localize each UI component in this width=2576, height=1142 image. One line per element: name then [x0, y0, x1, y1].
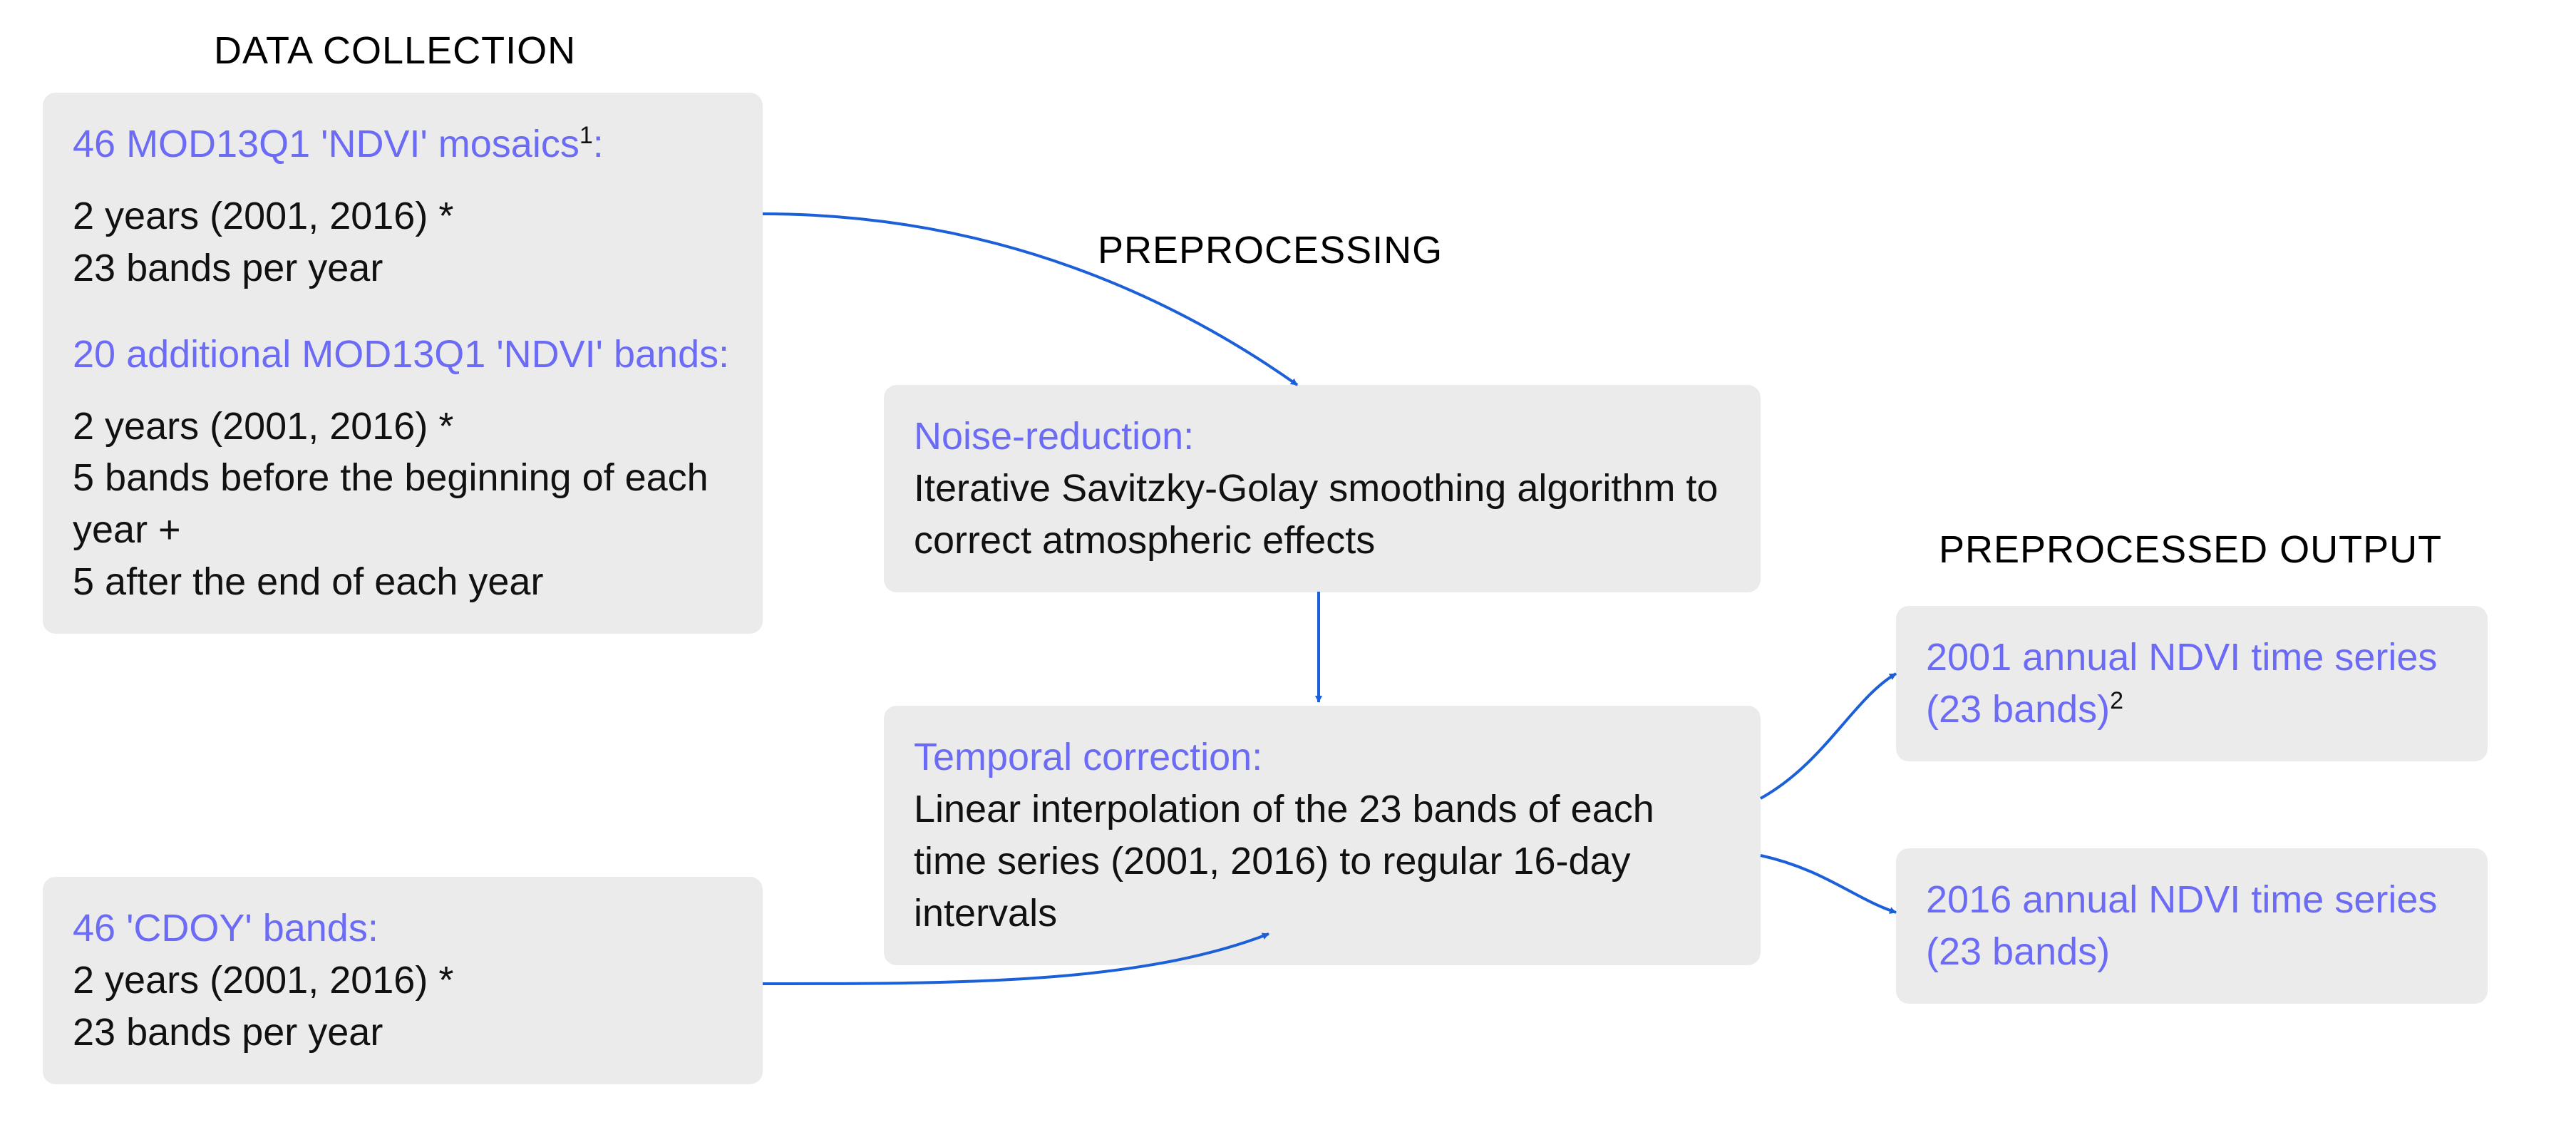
box3-line1: Iterative Savitzky-Golay smoothing algor… — [914, 463, 1731, 567]
arrow — [1761, 855, 1896, 912]
box1-line4: 5 bands before the beginning of each yea… — [73, 452, 733, 556]
box4-hdr: Temporal correction: — [914, 731, 1731, 783]
box4-line1: Linear interpolation of the 23 bands of … — [914, 783, 1731, 940]
box-temporal-correction: Temporal correction: Linear interpolatio… — [884, 706, 1761, 965]
box1-sup1: 1 — [579, 122, 593, 149]
box5-text: 2001 annual NDVI time series (23 bands) — [1926, 636, 2437, 731]
box1-line2: 23 bands per year — [73, 242, 733, 294]
box-output-2001: 2001 annual NDVI time series (23 bands)2 — [1896, 606, 2488, 761]
box1-colon1: : — [593, 123, 604, 165]
title-data-collection: DATA COLLECTION — [214, 29, 576, 73]
box2-hdr: 46 'CDOY' bands: — [73, 902, 733, 955]
box1-line1: 2 years (2001, 2016) * — [73, 190, 733, 242]
box-noise-reduction: Noise-reduction: Iterative Savitzky-Gola… — [884, 385, 1761, 592]
arrow — [1761, 674, 1896, 798]
box1-line3: 2 years (2001, 2016) * — [73, 401, 733, 453]
box-output-2016: 2016 annual NDVI time series (23 bands) — [1896, 848, 2488, 1004]
box1-hdr1: 46 MOD13Q1 'NDVI' mosaics — [73, 123, 579, 165]
title-preprocessing: PREPROCESSING — [1098, 228, 1443, 272]
box6-text: 2016 annual NDVI time series (23 bands) — [1926, 878, 2437, 973]
box1-hdr2: 20 additional MOD13Q1 'NDVI' bands: — [73, 329, 733, 381]
box2-line1: 2 years (2001, 2016) * — [73, 955, 733, 1007]
title-output: PREPROCESSED OUTPUT — [1939, 528, 2442, 572]
box5-sup: 2 — [2110, 687, 2123, 714]
box3-hdr: Noise-reduction: — [914, 411, 1731, 463]
box1-line5: 5 after the end of each year — [73, 556, 733, 608]
box-cdoy: 46 'CDOY' bands: 2 years (2001, 2016) * … — [43, 877, 763, 1084]
box2-line2: 23 bands per year — [73, 1007, 733, 1059]
box-data-ndvi: 46 MOD13Q1 'NDVI' mosaics1: 2 years (200… — [43, 93, 763, 634]
